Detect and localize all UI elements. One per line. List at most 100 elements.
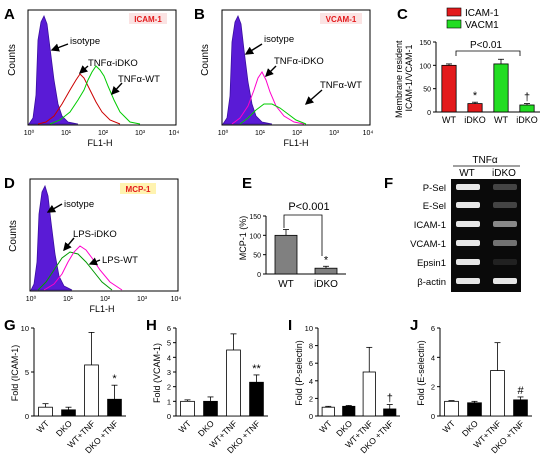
histogram-plot: VCAM-1 isotype TNFα-iDKO TNFα-WT xyxy=(221,9,371,126)
x-tick-label: 10² xyxy=(98,130,109,137)
bar xyxy=(203,400,218,417)
y-axis-label: Counts xyxy=(200,44,211,76)
tag-label: MCP-1 xyxy=(126,185,151,194)
bar xyxy=(249,381,264,417)
panel-letter: A xyxy=(4,6,15,23)
isotype-arrow xyxy=(46,203,63,213)
bar xyxy=(180,400,195,417)
lps-wt-histogram xyxy=(43,245,123,291)
gel-band xyxy=(493,221,517,227)
lps-wt-label: LPS-WT xyxy=(102,255,138,266)
y-tick-label: 0 xyxy=(257,272,261,279)
x-tick-label: WT xyxy=(317,418,333,434)
wt-label: TNFα-WT xyxy=(118,74,160,85)
y-tick-label: 4 xyxy=(167,353,171,362)
legend-item-icam: ICAM-1 xyxy=(465,8,499,19)
panel-d: D Counts MCP-1 isotype LPS-iDKO LPS-WT 1… xyxy=(4,175,181,314)
bar xyxy=(314,267,338,275)
significance-label: † xyxy=(387,393,393,405)
x-tick-label: WT xyxy=(278,279,294,290)
y-tick-label: 50 xyxy=(423,87,431,94)
lps-idko-arrow xyxy=(63,237,75,252)
bar xyxy=(107,398,122,417)
bar xyxy=(490,370,505,417)
gel-band xyxy=(456,184,480,190)
panel-letter: J xyxy=(410,317,418,334)
row-label: E-Sel xyxy=(423,201,446,212)
y-tick-label: 50 xyxy=(253,253,261,260)
y-tick-label: 6 xyxy=(309,359,313,368)
y-tick-label: 100 xyxy=(419,63,431,70)
significance-label: † xyxy=(524,92,530,104)
blot-header: TNFα xyxy=(472,155,497,166)
panel-letter: D xyxy=(4,175,15,192)
y-axis-label-line1: Membrane resident xyxy=(394,40,404,118)
tag-box xyxy=(320,13,362,24)
idko-arrow xyxy=(265,65,277,77)
panel-letter: I xyxy=(288,317,292,334)
y-axis-label: Membrane resident ICAM-1/VCAM-1 xyxy=(394,38,414,118)
significance-label: * xyxy=(473,90,478,102)
y-axis-label: Counts xyxy=(8,220,19,252)
lps-wt-arrow xyxy=(88,257,101,266)
row-label: P-Sel xyxy=(423,183,446,194)
y-tick-label: 2 xyxy=(431,383,435,392)
x-tick-label: DKO xyxy=(54,418,74,438)
bar xyxy=(342,405,356,417)
lane-label: WT xyxy=(459,168,475,179)
bar-chart: 0 50 100 150 WT * iDKO xyxy=(249,214,346,290)
gel-band xyxy=(456,202,480,208)
panel-letter: H xyxy=(146,317,157,334)
panel-b: B Counts VCAM-1 isotype TNFα-iDKO TNFα-W… xyxy=(194,6,373,148)
significance-label: ** xyxy=(252,363,261,375)
significance-label: # xyxy=(517,385,524,397)
bar xyxy=(61,409,76,417)
idko-histogram xyxy=(37,73,121,125)
x-tick-label: WT xyxy=(494,115,508,125)
lps-idko-histogram xyxy=(37,251,113,291)
tag-label: VCAM-1 xyxy=(326,15,357,24)
x-tick-label: 10⁴ xyxy=(169,130,180,137)
gel-image xyxy=(451,179,521,292)
y-tick-label: 10 xyxy=(21,324,29,333)
wt-arrow xyxy=(111,82,123,96)
bar xyxy=(226,349,241,417)
wt-histogram xyxy=(49,65,141,125)
y-tick-label: 6 xyxy=(431,324,435,333)
idko-arrow xyxy=(78,65,89,74)
y-tick-label: 150 xyxy=(249,214,261,221)
legend-swatch-icam xyxy=(446,7,462,17)
gel-band xyxy=(493,278,517,284)
x-tick-label: DKO xyxy=(460,418,480,438)
row-label: VCAM-1 xyxy=(410,239,446,250)
y-tick-label: 5 xyxy=(25,368,29,377)
y-tick-label: 3 xyxy=(167,368,171,377)
isotype-label: isotype xyxy=(64,199,94,210)
panel-letter: B xyxy=(194,6,205,23)
wt-label: TNFα-WT xyxy=(320,80,362,91)
isotype-arrow xyxy=(50,43,69,52)
y-axis-label: Fold (P-selectin) xyxy=(294,340,304,406)
tag-box xyxy=(120,183,156,194)
row-label: ICAM-1 xyxy=(414,220,446,231)
y-tick-label: 0 xyxy=(25,412,29,421)
y-tick-label: 2 xyxy=(167,383,171,392)
bar xyxy=(38,406,53,417)
x-tick-label: 10² xyxy=(100,296,111,303)
legend-item-vcam: VACM1 xyxy=(465,20,499,31)
panel-e: E MCP-1 (%) P<0.001 0 50 100 150 WT * iDKO xyxy=(238,175,346,290)
gel-band xyxy=(456,259,480,265)
y-tick-label: 0 xyxy=(427,110,431,117)
x-tick-label: 10² xyxy=(292,130,303,137)
isotype-histogram xyxy=(30,184,73,291)
gel-band xyxy=(456,240,480,246)
x-tick-label: 10³ xyxy=(137,296,148,303)
x-tick-label: WT xyxy=(440,418,456,434)
